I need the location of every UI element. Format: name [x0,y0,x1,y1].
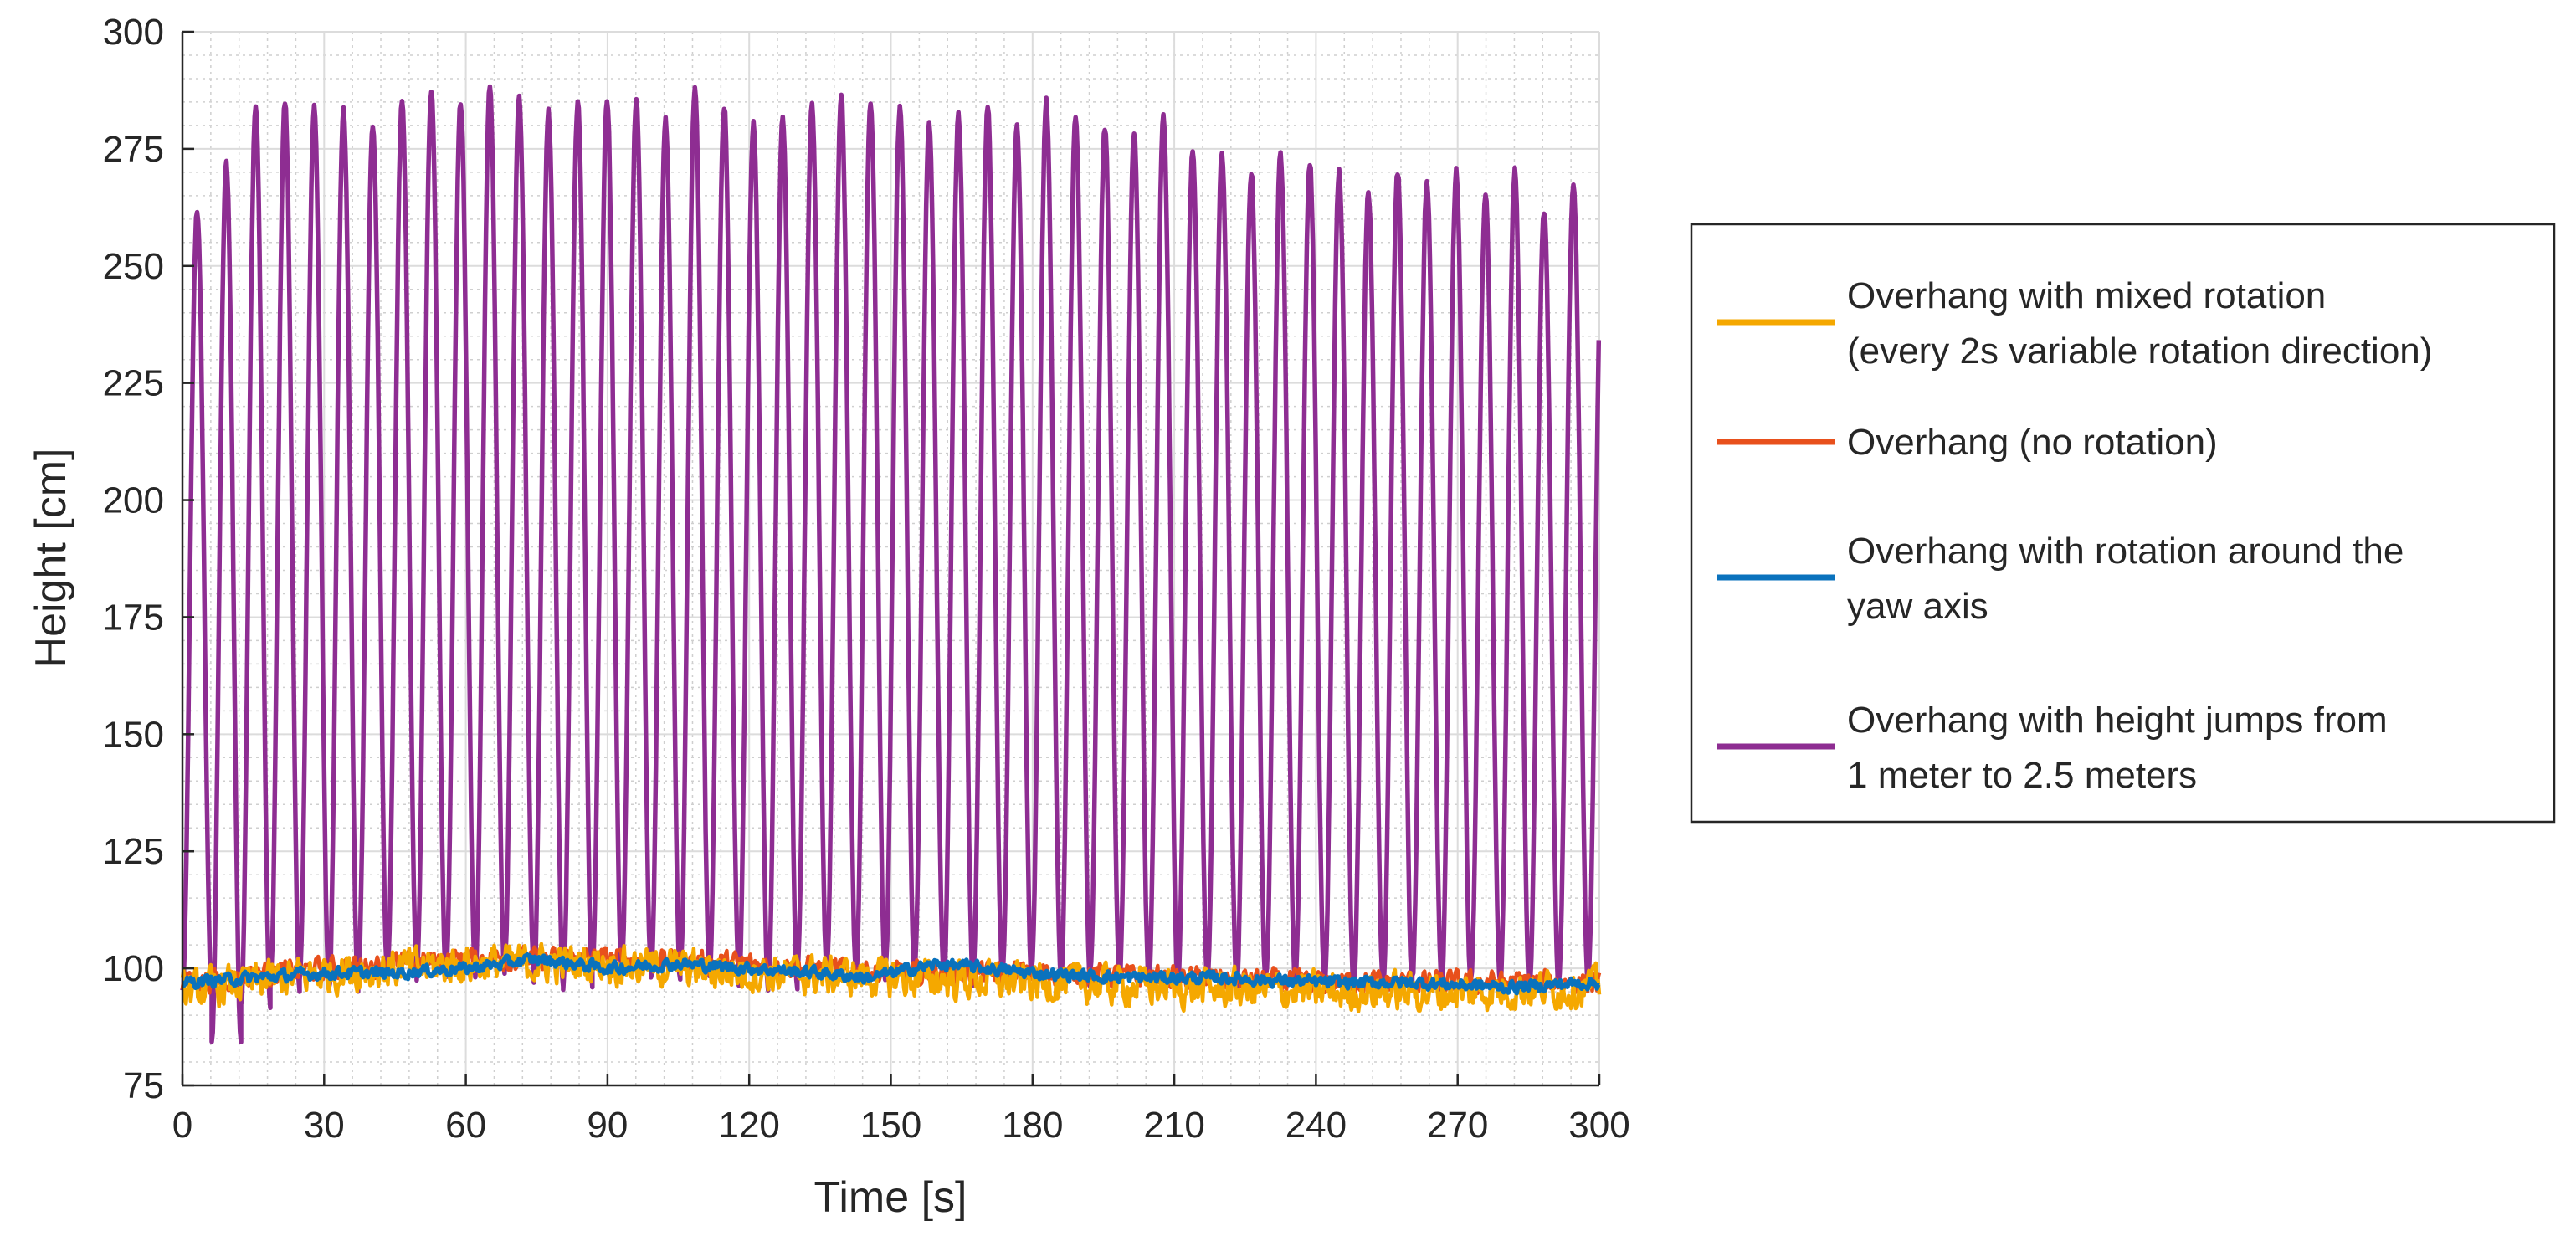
x-tick-label: 90 [587,1105,628,1146]
legend-label: Overhang (no rotation) [1847,422,2218,463]
tick-labels: 0 30 60 90 120 150 180 210 240 270 300 75 100 125 150 1… [103,12,1630,1146]
legend: Overhang with mixed rotation (every 2s va… [1690,223,2556,824]
legend-box [1690,223,2556,824]
legend-label: (every 2s variable rotation direction) [1847,331,2432,372]
y-tick-label: 225 [103,363,164,404]
series-line-yaw-rotation [181,952,1601,996]
series-layer [180,84,1602,1044]
x-tick-label: 150 [860,1105,921,1146]
x-tick-label: 240 [1285,1105,1347,1146]
y-axis-title: Height [cm] [27,449,75,669]
y-tick-label: 250 [103,246,164,287]
x-tick-label: 210 [1143,1105,1204,1146]
legend-label: Overhang with rotation around the [1847,531,2404,572]
x-tick-label: 180 [1002,1105,1063,1146]
x-tick-label: 0 [172,1105,192,1146]
legend-label: Overhang with height jumps from [1847,700,2388,741]
y-tick-label: 75 [123,1065,164,1106]
y-tick-label: 200 [103,480,164,521]
y-tick-label: 100 [103,948,164,989]
x-tick-label: 60 [445,1105,486,1146]
x-tick-label: 120 [718,1105,779,1146]
y-tick-label: 175 [103,597,164,638]
series-line-height-jumps [180,84,1602,1044]
x-tick-label: 30 [304,1105,345,1146]
legend-label: Overhang with mixed rotation [1847,275,2326,316]
y-tick-label: 125 [103,831,164,872]
y-tick-label: 275 [103,129,164,170]
y-tick-label: 300 [103,12,164,53]
legend-label: 1 meter to 2.5 meters [1847,755,2197,796]
legend-label: yaw axis [1847,586,1988,627]
x-tick-label: 270 [1427,1105,1488,1146]
axes [181,30,1601,1087]
x-axis-title: Time [s] [814,1173,967,1222]
y-tick-label: 150 [103,714,164,755]
x-tick-label: 300 [1568,1105,1629,1146]
